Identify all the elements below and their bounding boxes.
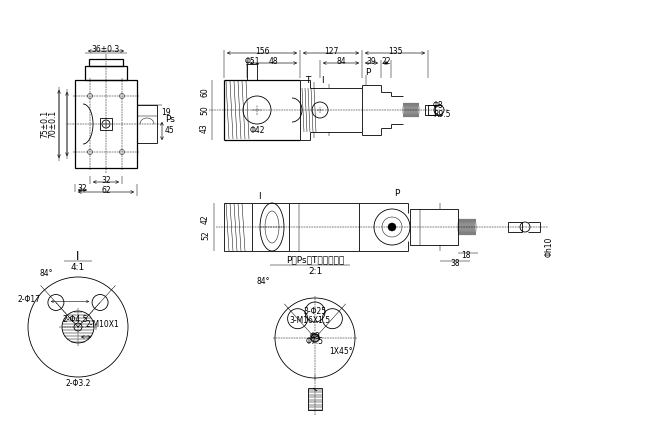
Text: 84: 84 [336, 56, 346, 66]
Text: Φ51: Φ51 [244, 56, 260, 66]
Bar [137, 105, 157, 143]
Text: 32: 32 [78, 183, 87, 193]
Text: 2:1: 2:1 [308, 268, 322, 276]
Text: P、Ps、T口油口详图: P、Ps、T口油口详图 [286, 256, 344, 264]
Text: 2-Φ3.2: 2-Φ3.2 [65, 379, 91, 389]
Bar [410, 209, 458, 245]
Text: Φ8: Φ8 [433, 100, 444, 110]
Text: Φ42: Φ42 [249, 125, 265, 135]
Text: R9.5: R9.5 [433, 110, 450, 118]
Text: 156: 156 [255, 47, 269, 55]
Circle shape [388, 223, 396, 231]
Text: 84°: 84° [256, 278, 269, 286]
Text: 62: 62 [101, 186, 111, 194]
Text: 75±0.1: 75±0.1 [40, 110, 49, 138]
Text: 4:1: 4:1 [71, 263, 85, 271]
Text: 42: 42 [201, 214, 210, 224]
Text: 3-Φ25: 3-Φ25 [304, 308, 327, 316]
Text: 127: 127 [324, 47, 338, 55]
Bar [508, 222, 522, 232]
Bar [425, 105, 435, 115]
Text: 32: 32 [101, 176, 111, 184]
Text: I: I [77, 250, 80, 264]
Text: P: P [366, 67, 371, 77]
Text: 48: 48 [269, 56, 278, 66]
Text: 52: 52 [201, 230, 210, 240]
Text: 19: 19 [161, 107, 171, 117]
Text: 1X45°: 1X45° [329, 348, 353, 356]
Text: 50: 50 [200, 105, 209, 115]
Text: 135: 135 [388, 47, 403, 55]
Text: 2-Φ17: 2-Φ17 [18, 294, 41, 304]
Text: 3-M16X1.5: 3-M16X1.5 [290, 315, 331, 325]
Bar [100, 118, 112, 130]
Text: 70±0.1: 70±0.1 [48, 110, 57, 138]
Text: 2-M10X1: 2-M10X1 [86, 319, 120, 329]
Text: Φ9: Φ9 [310, 331, 321, 341]
Text: 22: 22 [381, 56, 390, 66]
Text: P: P [394, 188, 400, 198]
Text: Φh10: Φh10 [545, 237, 554, 257]
Bar [75, 80, 137, 168]
Bar [85, 66, 127, 80]
Text: I: I [321, 76, 323, 84]
Text: 39: 39 [367, 56, 376, 66]
Text: I: I [257, 191, 260, 201]
Text: 38: 38 [450, 259, 460, 268]
Text: 45: 45 [165, 125, 175, 135]
Text: Ps: Ps [165, 114, 175, 124]
Text: 36±0.3: 36±0.3 [92, 44, 120, 54]
Text: 18: 18 [461, 251, 471, 260]
Bar [224, 203, 252, 251]
Bar [308, 388, 322, 410]
Bar [289, 203, 359, 251]
Text: 43: 43 [200, 123, 209, 133]
Text: T: T [305, 76, 310, 84]
Bar [89, 59, 123, 66]
Text: 84°: 84° [39, 268, 52, 278]
Text: 60: 60 [200, 87, 209, 97]
Text: Φ7.5: Φ7.5 [306, 337, 324, 345]
Text: 2-Φ4.5: 2-Φ4.5 [62, 315, 88, 323]
